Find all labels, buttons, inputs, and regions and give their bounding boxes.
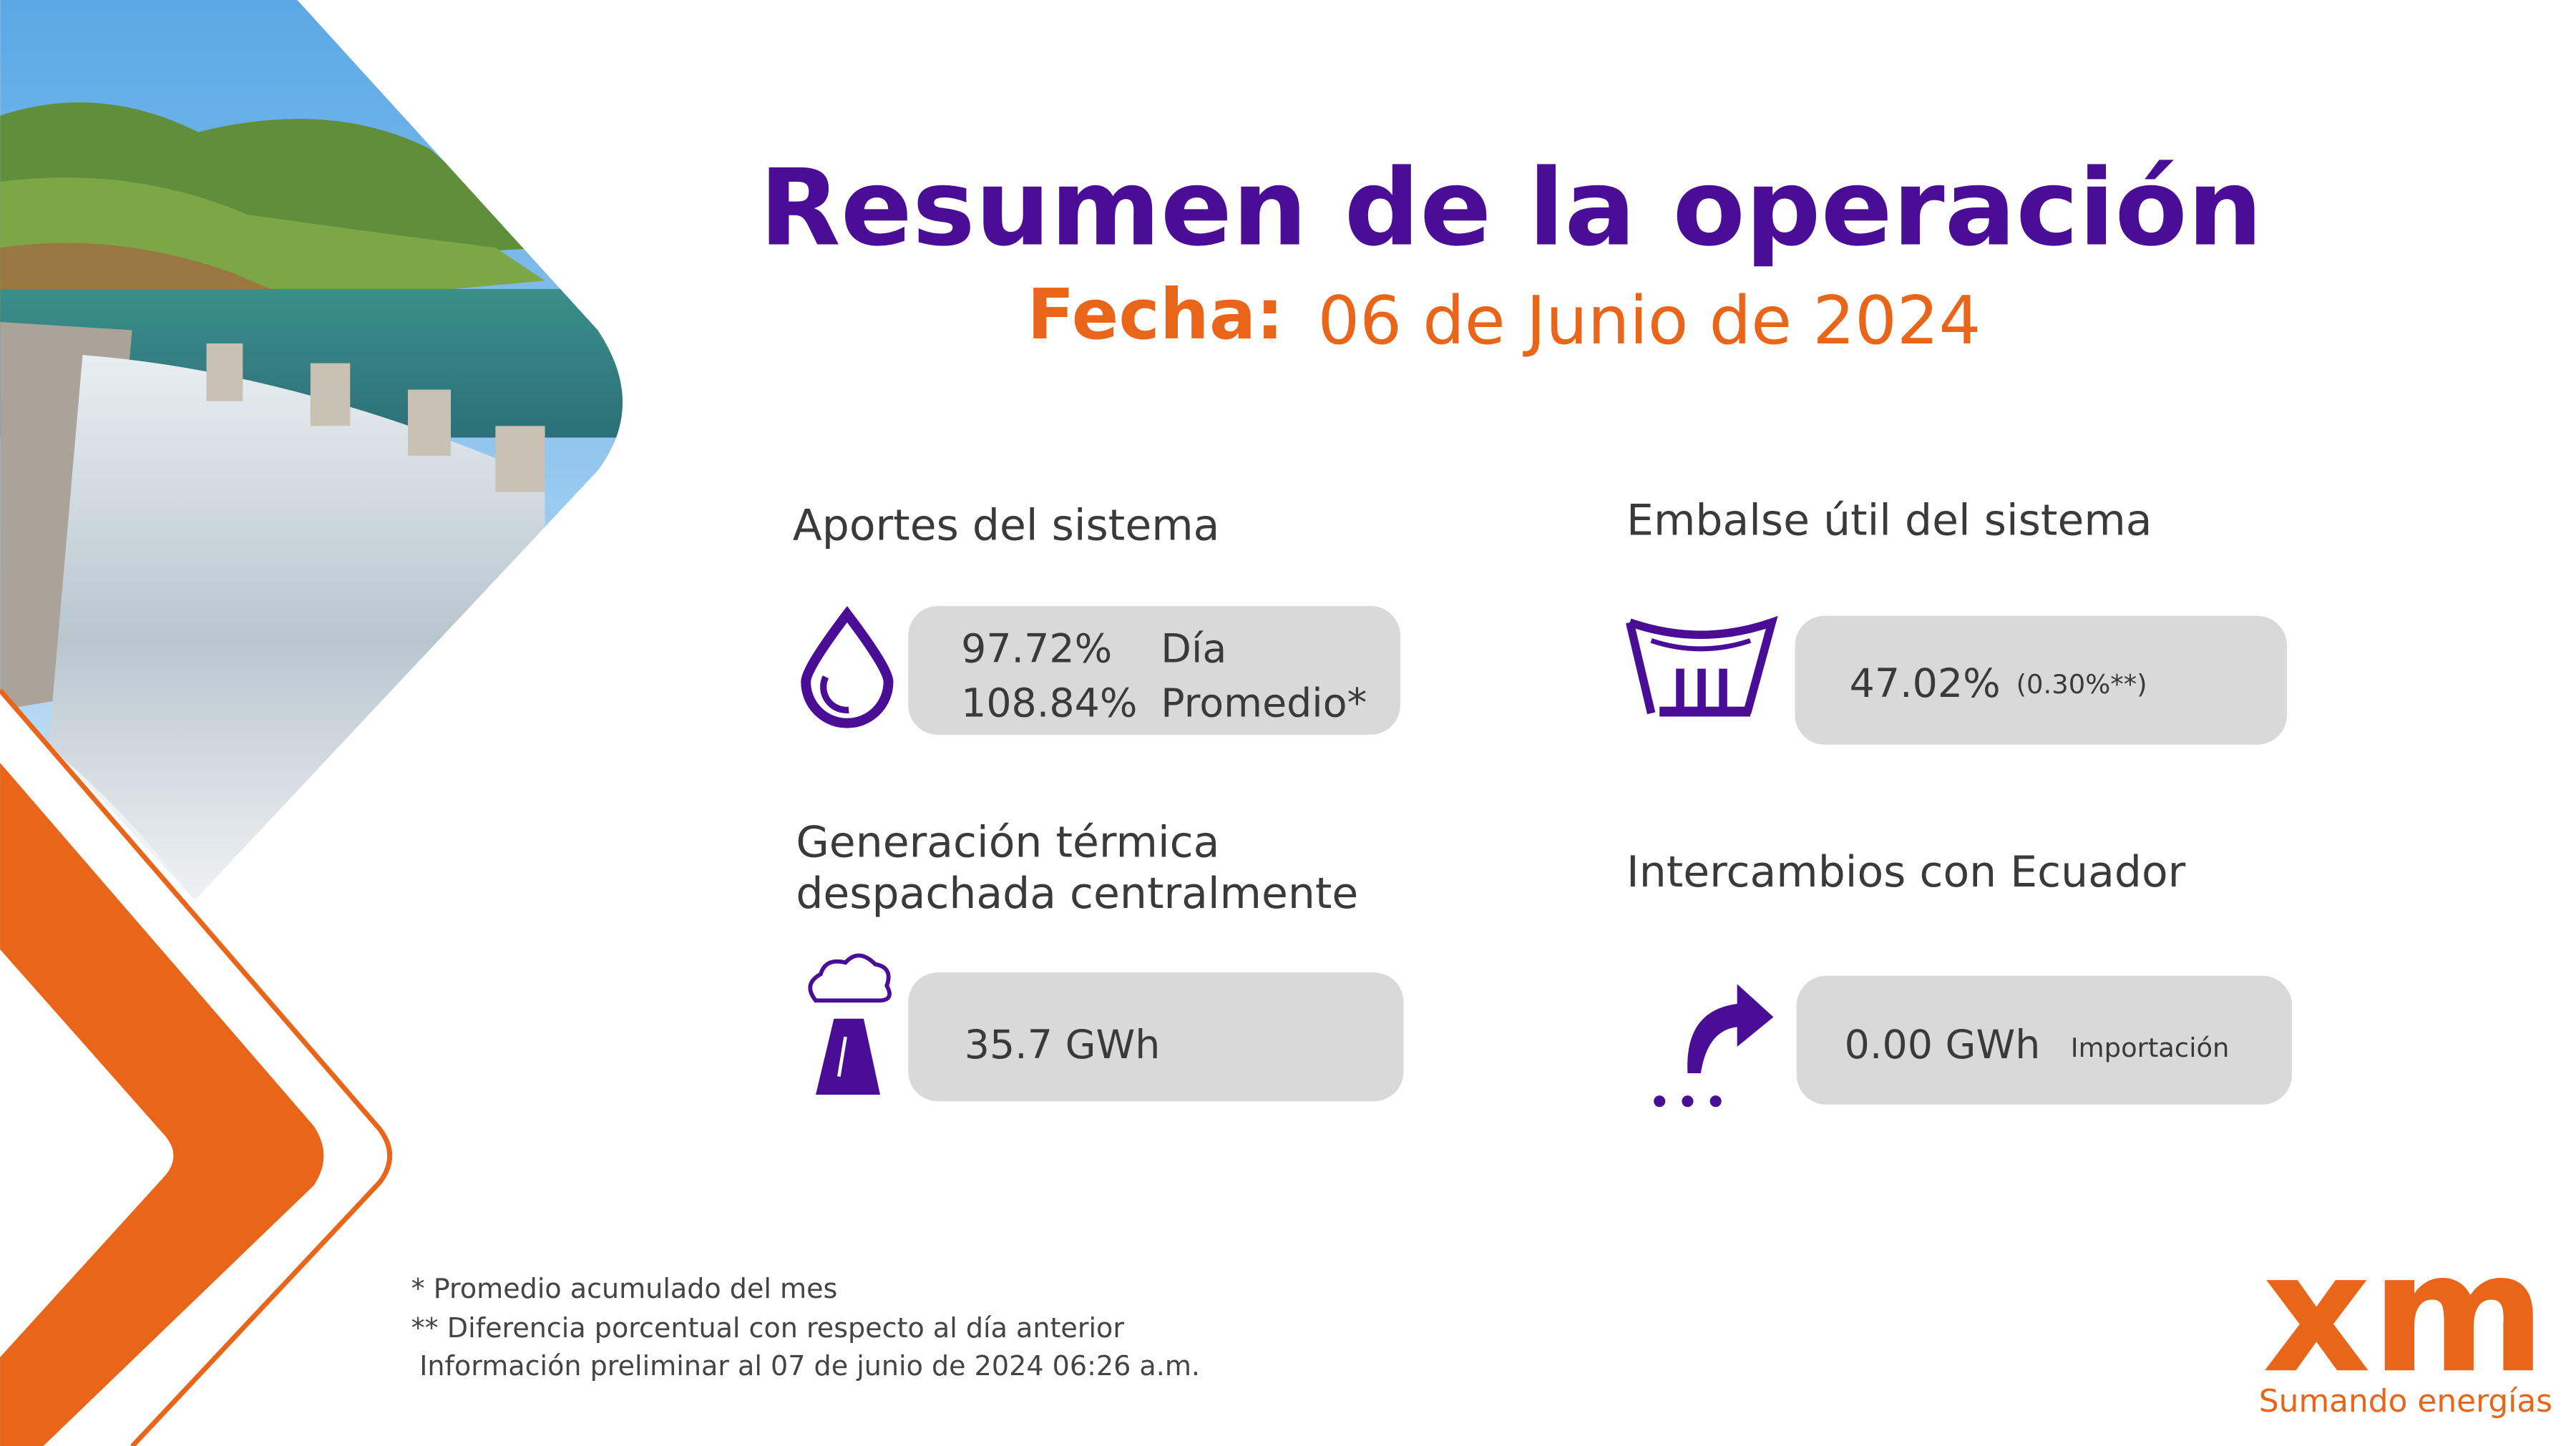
date-label: Fecha: — [1027, 274, 1284, 355]
section-title: Intercambios con Ecuador — [1626, 847, 2186, 897]
dam-photo — [0, 0, 623, 900]
chevron — [0, 763, 324, 1446]
section-title: despachada centralmente — [796, 869, 1358, 919]
exchange-icon — [1654, 984, 1774, 1108]
footnote: Información preliminar al 07 de junio de… — [419, 1350, 1200, 1382]
value-label: Día — [1161, 626, 1226, 672]
value: 47.02% — [1850, 661, 2001, 707]
value-note: (0.30%**) — [2016, 669, 2147, 700]
value: 35.7 GWh — [965, 1022, 1161, 1068]
reservoir-icon — [1626, 615, 1778, 717]
value: 108.84% — [961, 681, 1137, 727]
section-title: Aportes del sistema — [793, 501, 1220, 551]
value-note: Importación — [2071, 1032, 2230, 1063]
value-box — [1796, 975, 2293, 1105]
title: Resumen de la operación — [759, 147, 2263, 270]
value-box — [908, 605, 1400, 735]
section-title: Embalse útil del sistema — [1626, 496, 2152, 546]
date: 06 de Junio de 2024 — [1318, 282, 1981, 359]
value-box — [908, 972, 1404, 1102]
chevron-line — [0, 688, 393, 1446]
drop-icon — [801, 605, 894, 728]
logo-mark: xm — [2262, 1218, 2546, 1410]
section-title: Generación térmica — [796, 818, 1219, 868]
value: 97.72% — [961, 626, 1112, 672]
footnote: ** Diferencia porcentual con respecto al… — [411, 1312, 1125, 1344]
logo-tagline: Sumando energías — [2259, 1383, 2552, 1420]
thermal-icon — [808, 953, 892, 1095]
value-label: Promedio* — [1161, 681, 1367, 727]
value-box — [1795, 615, 2288, 745]
footnote: * Promedio acumulado del mes — [411, 1273, 838, 1304]
value: 0.00 GWh — [1845, 1022, 2041, 1068]
